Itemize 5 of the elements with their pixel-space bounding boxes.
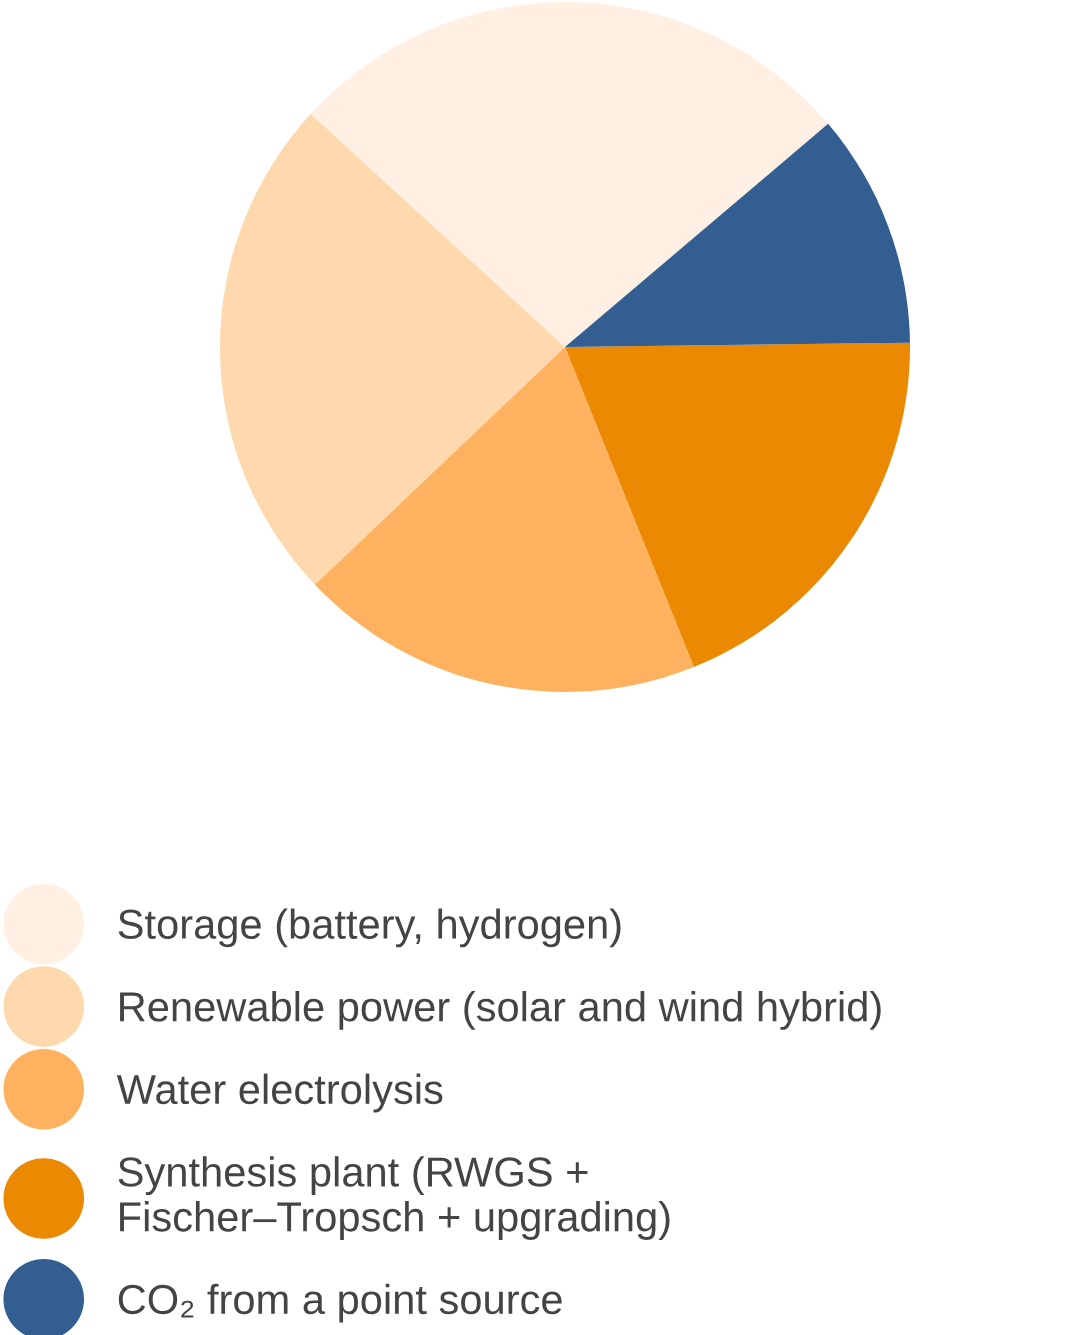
legend-label: Synthesis plant (RWGS + Fischer–Tropsch + upgrading) xyxy=(118,1156,670,1240)
legend-label: Renewable power (solar and wind hybrid) xyxy=(120,991,881,1030)
legend-label: Storage (battery, hydrogen) xyxy=(118,908,621,948)
legend-label: CO₂ from a point source xyxy=(118,1283,562,1323)
legend-label: Water electrolysis xyxy=(116,1073,443,1113)
